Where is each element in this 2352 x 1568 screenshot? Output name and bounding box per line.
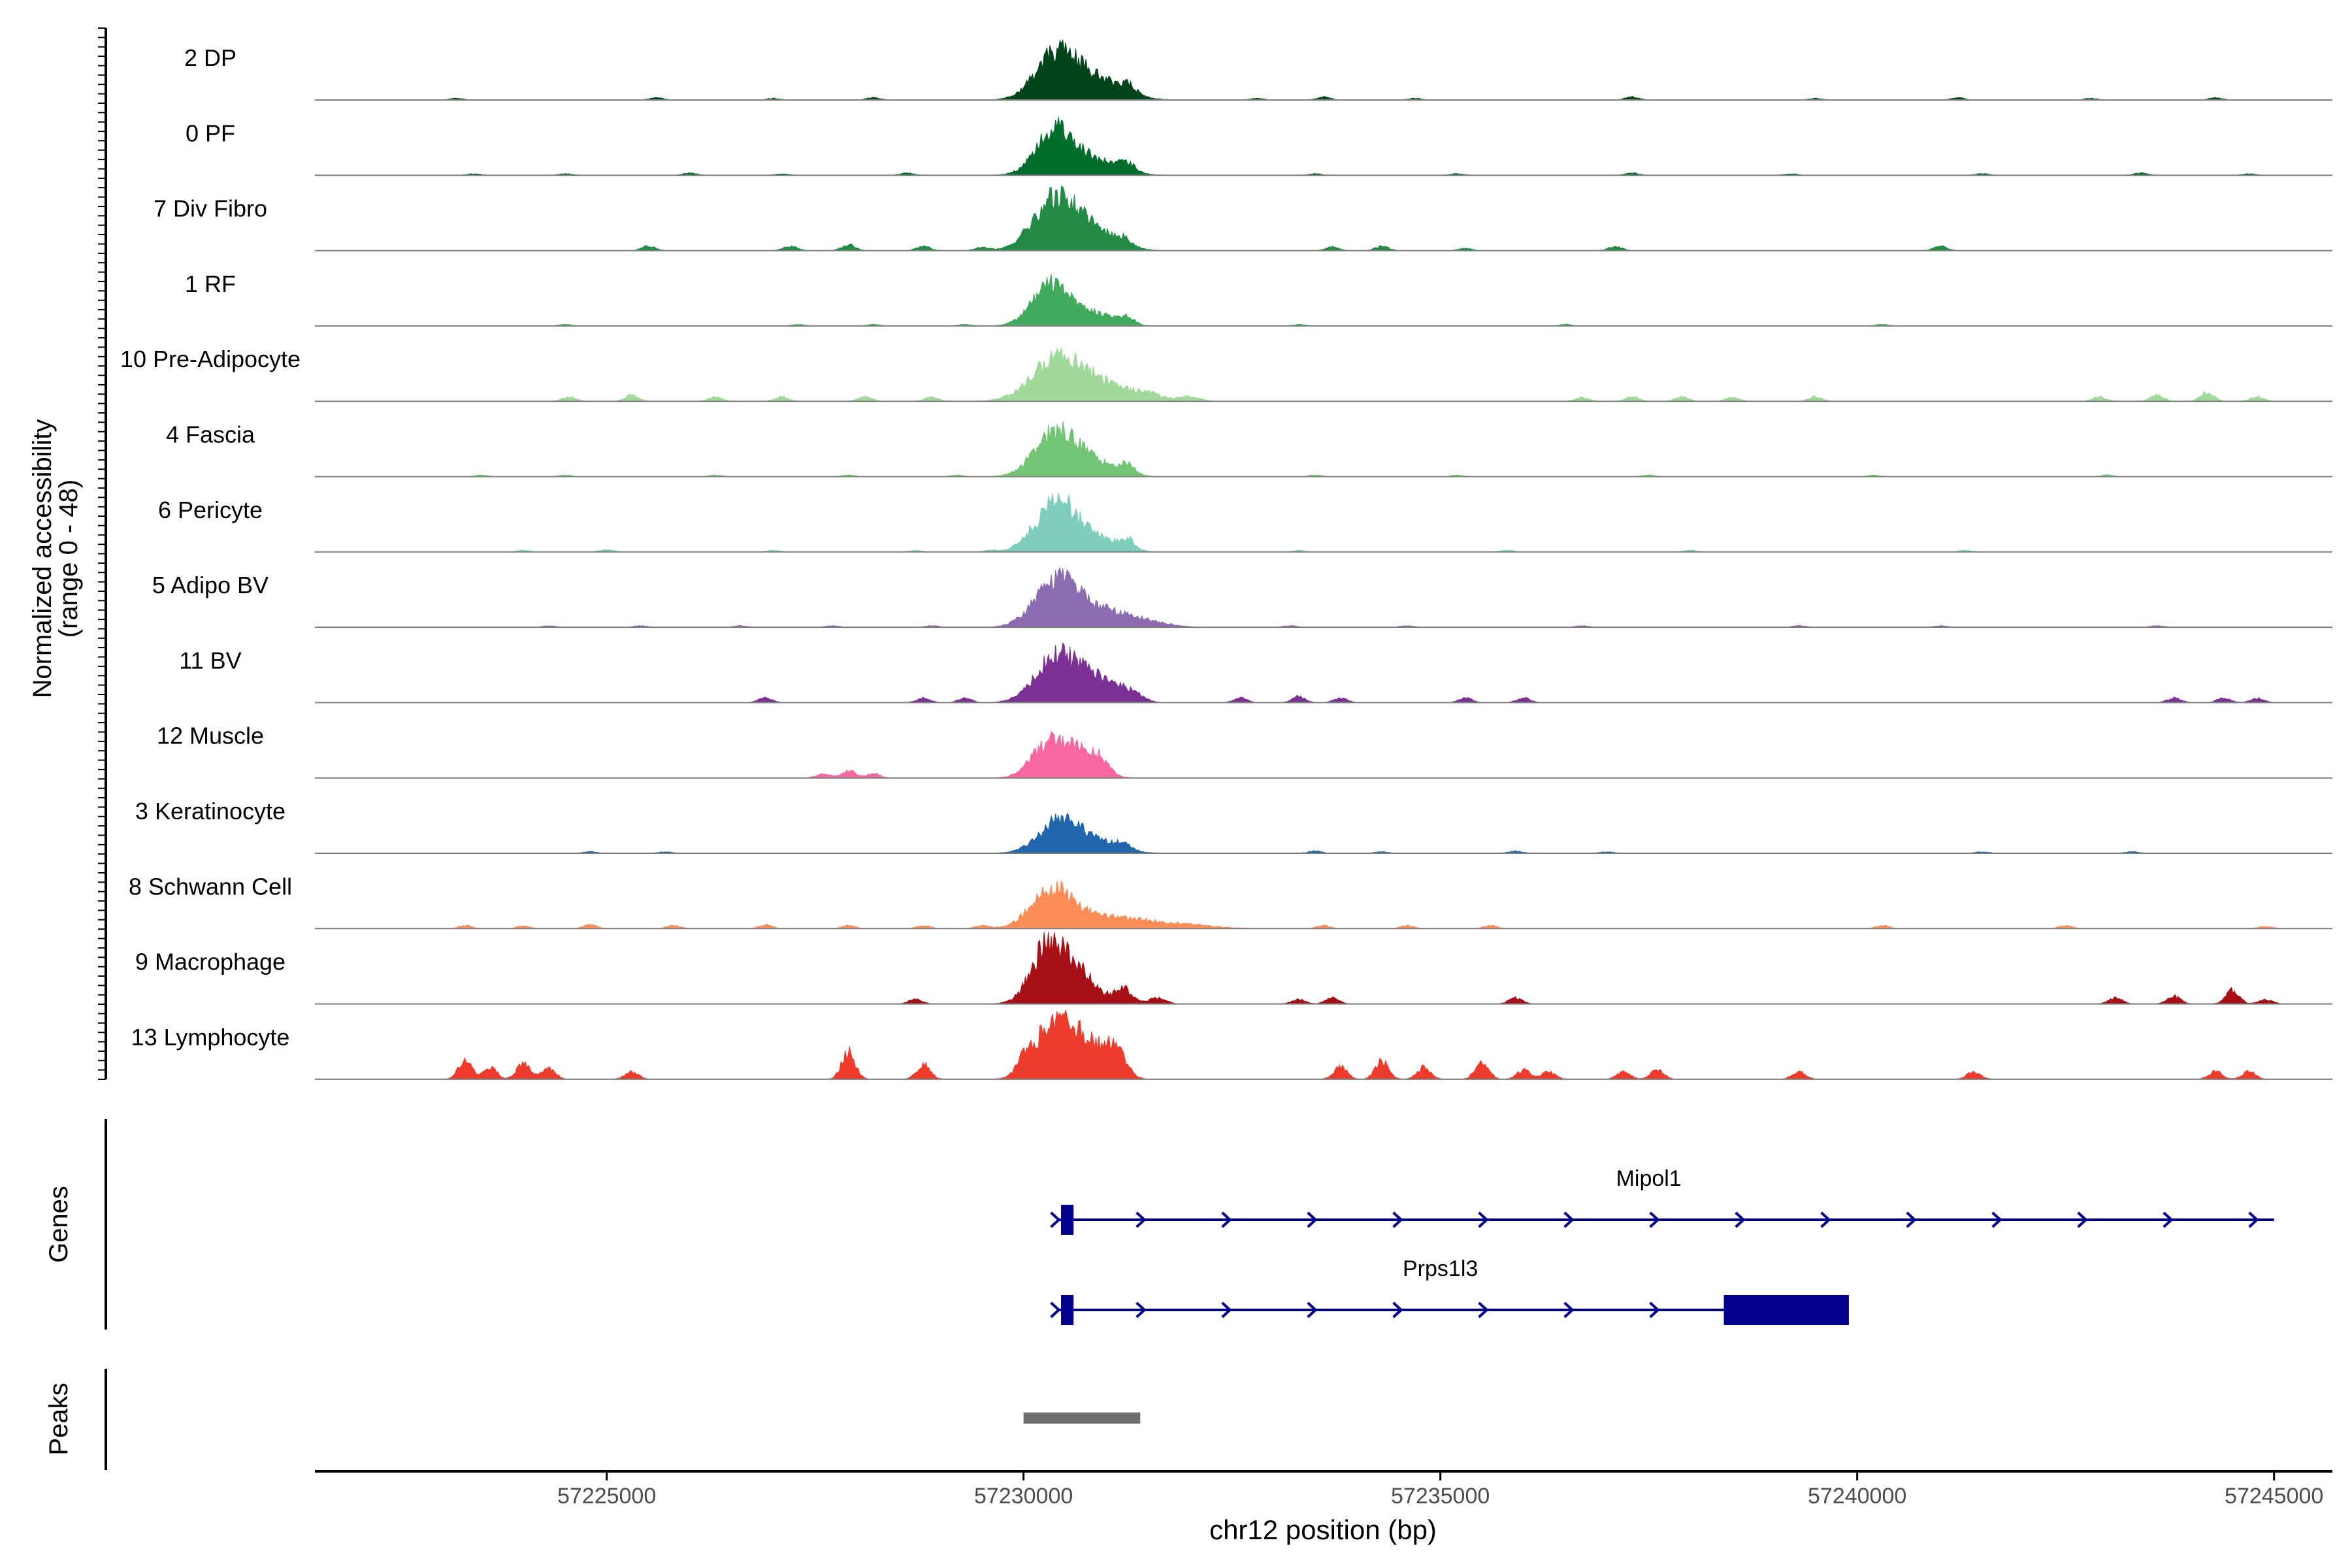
track-2-dp: 2 DP: [184, 39, 2332, 101]
coverage-tracks: 2 DP 0 PF 7 Div Fibro 1 RF 10 Pre-Adipocyte 4…: [120, 39, 2332, 1080]
strand-arrow: [1392, 1211, 1403, 1228]
strand-arrow: [1050, 1301, 1061, 1318]
strand-arrow: [1050, 1211, 1061, 1228]
coverage-area: [315, 116, 2332, 176]
strand-arrow: [1135, 1211, 1147, 1228]
peak-region: [1023, 1413, 1141, 1424]
strand-arrow: [2248, 1211, 2259, 1228]
strand-arrow: [1991, 1211, 2002, 1228]
y-axis: [98, 27, 107, 1080]
coverage-area: [315, 566, 2332, 628]
track-13-lymphocyte: 13 Lymphocyte: [131, 1009, 2332, 1080]
x-axis: chr12 position (bp) 57225000 57230000 5723…: [315, 1470, 2332, 1545]
track-label: 4 Fascia: [166, 421, 255, 448]
track-label: 3 Keratinocyte: [135, 798, 286, 825]
y-axis-label-line1: Normalized accessibility: [28, 419, 57, 698]
track-10-pre-adipocyte: 10 Pre-Adipocyte: [120, 346, 2332, 402]
strand-arrow: [1221, 1301, 1232, 1318]
track-label: 2 DP: [184, 44, 237, 71]
strand-arrow: [1563, 1211, 1575, 1228]
strand-arrow: [1478, 1301, 1489, 1318]
strand-arrow: [1649, 1301, 1660, 1318]
track-0-pf: 0 PF: [186, 116, 2332, 176]
gene-annotation-track: Mipol1 Prps1l3: [1050, 1166, 2274, 1325]
x-tick-label: 57245000: [2225, 1484, 2323, 1509]
peaks-track-label: Peaks: [44, 1382, 73, 1455]
track-11-bv: 11 BV: [179, 642, 2332, 704]
track-label: 7 Div Fibro: [154, 195, 267, 222]
x-axis-label: chr12 position (bp): [1209, 1514, 1437, 1545]
strand-arrow: [1307, 1301, 1318, 1318]
strand-arrow: [1221, 1211, 1232, 1228]
track-label: 6 Pericyte: [158, 497, 263, 523]
coverage-area: [315, 813, 2332, 854]
coverage-area: [315, 730, 2332, 779]
coverage-area: [315, 642, 2332, 703]
track-6-pericyte: 6 Pericyte: [158, 493, 2332, 553]
track-label: 11 BV: [179, 647, 241, 674]
y-axis-label-line2: (range 0 - 48): [54, 480, 83, 638]
track-5-adipo-bv: 5 Adipo BV: [152, 566, 2332, 629]
exon: [1061, 1295, 1074, 1325]
track-label: 10 Pre-Adipocyte: [120, 346, 301, 372]
peaks-axis: Peaks: [44, 1369, 107, 1470]
x-tick-label: 57235000: [1391, 1484, 1490, 1509]
gene-label: Prps1l3: [1403, 1256, 1478, 1281]
gene-prps1l3: Prps1l3: [1050, 1256, 1849, 1325]
gene-mipol1: Mipol1: [1050, 1166, 2274, 1235]
strand-arrow: [1906, 1211, 1917, 1228]
strand-arrow: [1735, 1211, 1746, 1228]
track-3-keratinocyte: 3 Keratinocyte: [135, 798, 2332, 854]
track-8-schwann-cell: 8 Schwann Cell: [129, 873, 2332, 930]
coverage-area: [315, 186, 2332, 252]
coverage-area: [315, 1009, 2332, 1080]
track-4-fascia: 4 Fascia: [166, 421, 2332, 478]
coverage-area: [315, 932, 2332, 1005]
strand-arrow: [2163, 1211, 2174, 1228]
coverage-area: [315, 493, 2332, 553]
strand-arrow: [1307, 1211, 1318, 1228]
track-9-macrophage: 9 Macrophage: [135, 932, 2332, 1005]
track-label: 0 PF: [186, 120, 235, 146]
gene-label: Mipol1: [1616, 1166, 1682, 1191]
track-label: 1 RF: [185, 270, 236, 297]
track-1-rf: 1 RF: [185, 270, 2332, 327]
track-label: 9 Macrophage: [135, 949, 286, 975]
genes-track-label: Genes: [44, 1186, 73, 1263]
track-label: 13 Lymphocyte: [131, 1024, 290, 1051]
strand-arrow: [1649, 1211, 1660, 1228]
coverage-area: [315, 347, 2332, 402]
y-axis-label: Normalized accessibility (range 0 - 48): [28, 419, 83, 698]
strand-arrow: [2077, 1211, 2088, 1228]
track-label: 12 Muscle: [157, 723, 264, 749]
track-label: 8 Schwann Cell: [129, 873, 292, 900]
strand-arrow: [1820, 1211, 1831, 1228]
x-tick-label: 57225000: [557, 1484, 656, 1509]
coverage-area: [315, 39, 2332, 101]
track-12-muscle: 12 Muscle: [157, 723, 2332, 779]
exon: [1723, 1295, 1849, 1325]
strand-arrow: [1135, 1301, 1147, 1318]
x-tick-label: 57240000: [1808, 1484, 1906, 1509]
strand-arrow: [1478, 1211, 1489, 1228]
track-7-div-fibro: 7 Div Fibro: [154, 186, 2332, 252]
exon: [1061, 1205, 1074, 1235]
peak-track: [1023, 1413, 1141, 1424]
coverage-area: [315, 274, 2332, 327]
genes-axis: Genes: [44, 1119, 107, 1330]
x-tick-label: 57230000: [974, 1484, 1073, 1509]
coverage-area: [315, 421, 2332, 477]
track-label: 5 Adipo BV: [152, 572, 269, 598]
coverage-area: [315, 880, 2332, 929]
strand-arrow: [1392, 1301, 1403, 1318]
strand-arrow: [1563, 1301, 1575, 1318]
